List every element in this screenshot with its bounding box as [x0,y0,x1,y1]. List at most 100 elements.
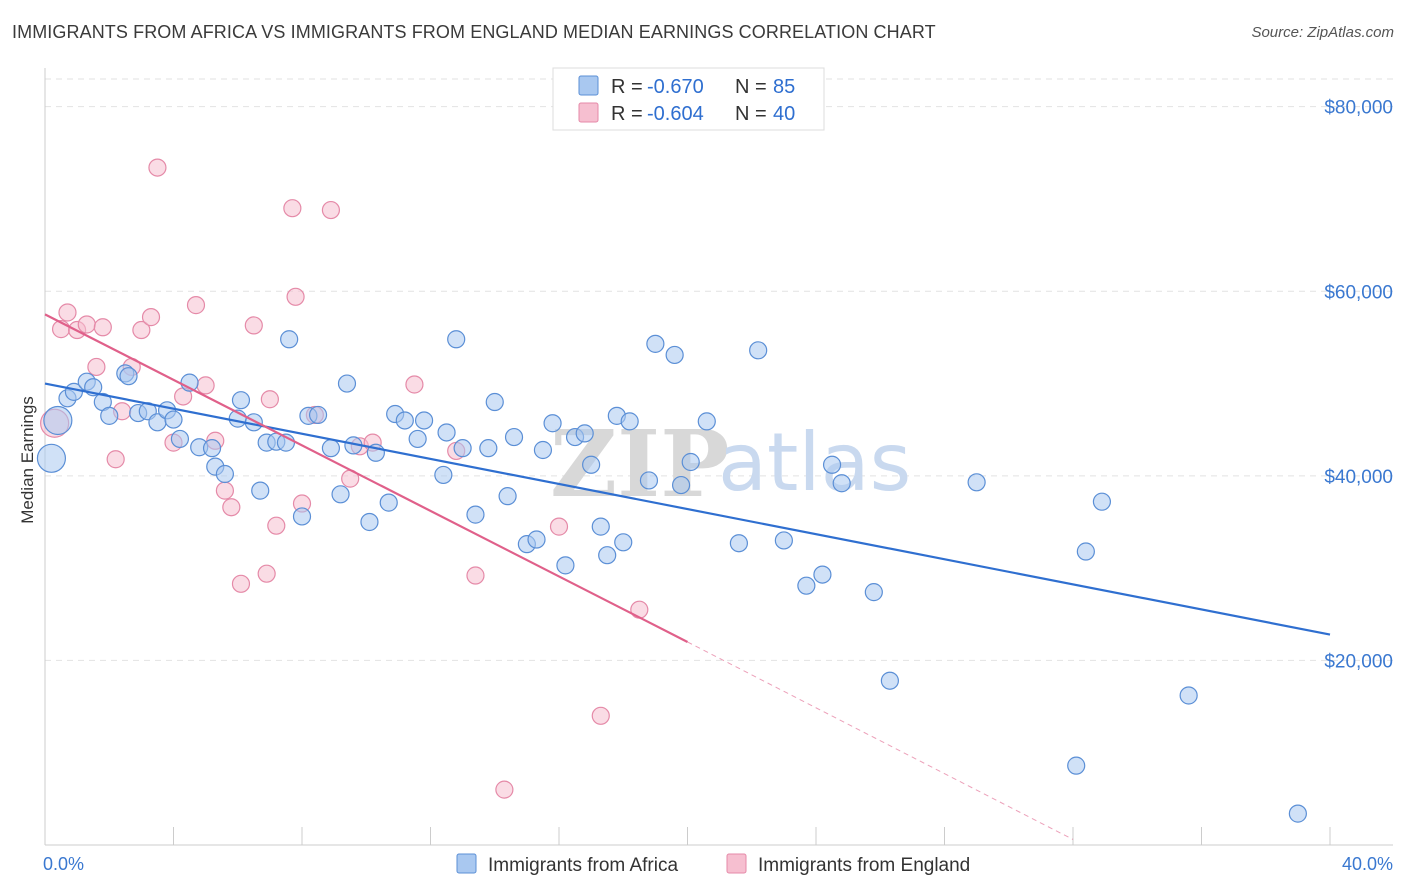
africa-point-56 [556,556,575,575]
england-point-25 [283,199,302,218]
africa-point-43 [434,465,453,485]
africa-point-74 [797,576,816,595]
africa-point-53 [527,530,546,549]
africa-point-80 [967,473,986,492]
y-tick-labels: $20,000 $40,000 $60,000 $80,000 [1324,98,1393,673]
africa-point-58 [575,424,594,443]
legend-r-value-africa: -0.670 [647,76,704,98]
watermark: ZIP atlas [550,410,911,518]
africa-point-33 [331,485,350,504]
england-point-12 [148,158,167,177]
legend-n-label-africa: N = [735,76,767,98]
watermark-atlas: atlas [718,416,911,509]
africa-point-66 [646,334,665,353]
africa-point-69 [681,452,700,472]
england-point-39 [630,600,649,619]
africa-point-42 [414,411,434,430]
africa-point-81 [1067,756,1086,775]
africa-point-18 [202,439,222,458]
legend-n-value-england: 40 [773,103,795,125]
grid-lines [45,78,1393,661]
africa-point-29 [292,507,312,526]
africa-point-72 [749,341,768,360]
africa-point-73 [774,531,793,550]
africa-point-63 [614,533,633,552]
bottom-legend: Immigrants from Africa Immigrants from E… [456,853,970,876]
africa-point-75 [813,565,832,584]
england-point-16 [196,376,215,395]
africa-point-61 [598,546,617,565]
africa-point-40 [395,411,414,430]
england-point-15 [186,296,206,315]
x-tick-label-1: 40.0% [1342,854,1393,874]
africa-point-64 [620,412,639,431]
africa-point-45 [447,330,466,349]
africa-point-68 [671,475,691,495]
africa-point-51 [504,427,524,447]
england-point-37 [549,517,569,536]
england-point-18 [215,481,234,500]
england-point-21 [244,316,263,335]
england-point-7 [106,450,125,469]
england-point-5 [87,357,106,377]
africa-point-32 [321,439,341,458]
africa-point-60 [591,517,610,536]
england-point-24 [267,516,286,535]
africa-point-46 [453,439,472,458]
africa-point-77 [832,474,851,493]
africa-point-36 [360,512,379,532]
africa-point-83 [1092,492,1112,511]
africa-point-1 [43,405,73,436]
africa-point-84 [1179,686,1198,705]
legend-swatch-england [578,102,599,123]
england-point-11 [141,308,161,327]
y-tick-label-3: $80,000 [1324,98,1393,119]
england-point-20 [231,574,251,593]
england-point-4 [77,315,96,334]
england-trend-extension [687,641,1074,840]
africa-point-49 [485,392,504,412]
africa-point-55 [543,414,562,433]
africa-point-34 [337,374,357,393]
africa-point-82 [1076,542,1095,561]
africa-point-76 [822,455,842,474]
africa-point-78 [864,583,883,602]
x-tick-labels: 0.0% 40.0% [43,854,1393,874]
africa-point-0 [36,443,67,473]
england-point-10 [132,320,151,340]
africa-point-47 [466,505,485,524]
y-axis-label: Median Earnings [18,396,37,524]
england-point-38 [591,706,610,725]
bottom-legend-swatch-england [726,853,747,874]
england-point-26 [286,287,305,306]
africa-trend-line [44,382,1331,636]
england-point-22 [257,564,276,583]
africa-point-20 [215,464,234,484]
africa-series [36,330,1307,823]
legend-r-label-england: R = [611,103,643,125]
england-point-29 [321,200,341,220]
legend-n-label-england: N = [735,103,767,125]
bottom-legend-label-england: Immigrants from England [758,855,970,876]
africa-point-65 [639,471,659,490]
trend-lines [44,313,1331,840]
africa-point-70 [697,412,716,431]
y-tick-label-1: $40,000 [1324,467,1393,488]
england-point-36 [495,780,514,799]
england-point-6 [93,318,112,337]
y-tick-label-2: $60,000 [1324,282,1393,303]
bottom-legend-label-africa: Immigrants from Africa [488,855,678,876]
africa-point-59 [582,455,601,474]
africa-point-22 [231,391,251,410]
africa-point-7 [100,406,119,425]
bottom-legend-swatch-africa [456,853,477,874]
england-point-19 [222,498,241,517]
africa-point-67 [665,345,684,365]
x-tick-label-0: 0.0% [43,854,84,874]
africa-point-9 [119,367,138,386]
legend-n-value-africa: 85 [773,76,795,98]
legend-swatch-africa [578,75,599,96]
africa-point-28 [280,330,299,349]
england-point-35 [466,566,485,585]
